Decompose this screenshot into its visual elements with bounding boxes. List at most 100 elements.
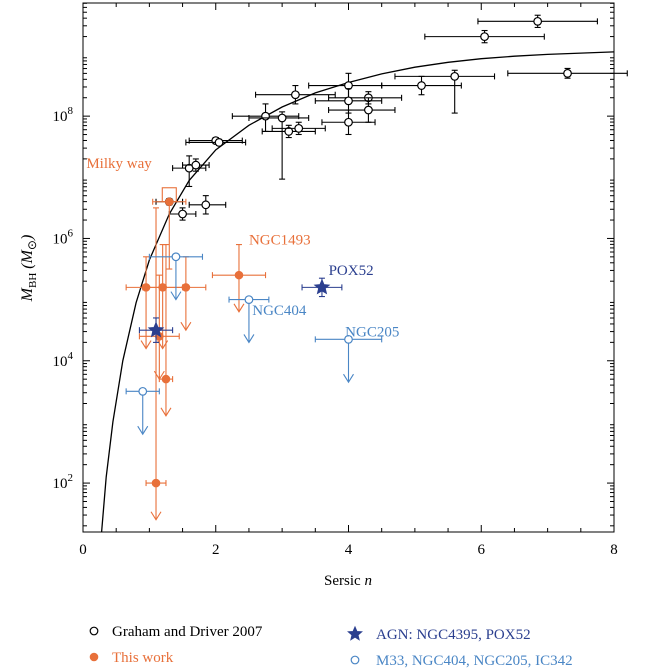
- graham-marker: [291, 90, 300, 100]
- x-tick-label: 8: [610, 542, 618, 558]
- graham-point: [182, 158, 210, 172]
- x-tick-label: 0: [79, 542, 87, 558]
- thiswork-point: [145, 207, 167, 521]
- graham-marker: [344, 96, 353, 106]
- upper-limit-arrow: [180, 321, 192, 332]
- legend-label: AGN: NGC4395, POX52: [376, 627, 531, 643]
- annotation-label: Milky way: [86, 156, 152, 172]
- legend-marker: [89, 652, 99, 662]
- thiswork-point: [165, 256, 207, 332]
- annotations: Milky way NGC1493 POX52 NGC404 NGC205: [86, 156, 399, 340]
- upper-limit-arrow: [343, 373, 354, 384]
- graham-point: [188, 195, 227, 215]
- graham-point: [271, 121, 326, 136]
- legend-label: This work: [112, 650, 174, 666]
- graham-point: [255, 85, 336, 105]
- axis-ticks: 0 2 4 6 8 102 104 106 108: [53, 2, 618, 558]
- relation-curve: [100, 51, 615, 533]
- annotation-label: NGC404: [252, 303, 307, 319]
- graham-marker: [284, 127, 294, 136]
- legend-label: Graham and Driver 2007: [112, 624, 263, 640]
- other-marker: [138, 386, 148, 396]
- graham-point: [394, 69, 496, 114]
- upper-limit-arrow: [140, 340, 152, 350]
- x-tick-label: 4: [345, 542, 353, 558]
- annotation-label: POX52: [329, 263, 374, 279]
- legend-marker: [350, 655, 360, 665]
- upper-limit-arrow: [243, 334, 255, 344]
- legend-label: M33, NGC404, NGC205, IC342: [376, 653, 573, 669]
- graham-point: [424, 29, 545, 44]
- graham-marker: [480, 32, 489, 42]
- graham-marker: [450, 71, 460, 81]
- graham-marker: [178, 209, 187, 219]
- legend-entry: Graham and Driver 2007: [89, 624, 263, 640]
- annotation-label: NGC205: [345, 324, 399, 340]
- graham-marker: [277, 113, 287, 123]
- thiswork-marker: [151, 478, 161, 488]
- graham-marker: [191, 160, 201, 170]
- y-axis-label: MBH(M⊙): [19, 235, 39, 303]
- upper-limit-arrow: [150, 511, 162, 521]
- other-point: [228, 295, 270, 344]
- graham-point: [185, 138, 247, 147]
- graham-point: [381, 75, 462, 96]
- graham-marker: [201, 200, 211, 210]
- agn-point: [138, 317, 174, 343]
- legend-entry: AGN: NGC4395, POX52: [347, 625, 531, 643]
- graham-marker: [364, 105, 373, 115]
- thiswork-marker: [141, 283, 151, 292]
- agn-marker: [313, 278, 331, 295]
- agn-point: [301, 277, 343, 298]
- thiswork-point: [211, 244, 267, 313]
- thiswork-marker: [181, 283, 191, 292]
- graham-point: [328, 91, 403, 105]
- thiswork-point: [152, 197, 187, 270]
- legend-marker: [89, 626, 99, 636]
- other-point: [148, 252, 204, 301]
- graham-marker: [294, 123, 304, 133]
- graham-marker: [344, 117, 353, 127]
- x-tick-label: 6: [478, 542, 486, 558]
- graham-point: [172, 155, 207, 188]
- other-point: [125, 386, 160, 436]
- graham-marker: [261, 111, 270, 121]
- upper-limit-arrow: [233, 303, 245, 313]
- y-tick-label: 104: [53, 350, 74, 370]
- graham-marker: [563, 68, 572, 78]
- graham-point: [321, 109, 376, 136]
- legend-entry: This work: [89, 650, 174, 666]
- legend: Graham and Driver 2007 This work AGN: NGC4…: [89, 624, 573, 669]
- milky-way-box: [161, 187, 177, 203]
- annotation-label: NGC1493: [249, 233, 311, 249]
- graham-point: [261, 124, 316, 139]
- upper-limit-arrow: [160, 407, 172, 417]
- y-tick-label: 106: [53, 227, 74, 247]
- other-marker: [244, 295, 254, 305]
- y-tick-label: 108: [53, 105, 74, 125]
- graham-point: [168, 207, 197, 221]
- thiswork-marker: [234, 270, 244, 280]
- x-axis-label: Sersic n: [324, 573, 372, 589]
- x-tick-label: 2: [212, 542, 220, 558]
- graham-marker: [533, 16, 543, 26]
- other-point: [314, 334, 383, 384]
- graham-point: [314, 88, 383, 114]
- legend-entry: M33, NGC404, NGC205, IC342: [350, 653, 573, 669]
- graham-marker: [214, 138, 224, 147]
- other-marker: [344, 334, 353, 344]
- graham-point: [507, 67, 628, 79]
- upper-limit-arrow: [170, 291, 182, 301]
- graham-marker: [417, 81, 426, 90]
- other-marker: [171, 252, 181, 262]
- upper-limit-arrow: [137, 425, 149, 436]
- relation-line: [100, 51, 615, 533]
- data-points: [125, 14, 628, 521]
- graham-point: [248, 111, 310, 180]
- agn-marker: [147, 321, 165, 338]
- legend-star-marker: [347, 625, 363, 641]
- graham-point: [477, 14, 598, 29]
- thiswork-marker: [161, 374, 171, 384]
- y-tick-label: 102: [53, 472, 74, 492]
